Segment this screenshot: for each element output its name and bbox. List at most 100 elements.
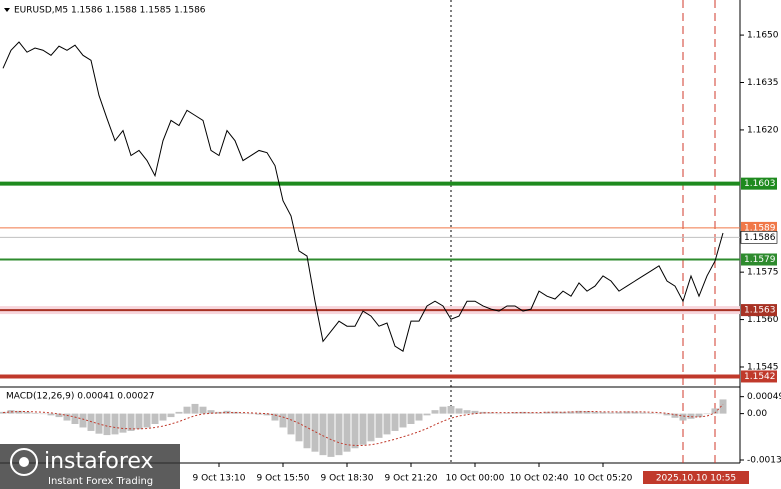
level-label: 1.1579 <box>744 255 776 265</box>
macd-bar <box>263 413 271 416</box>
level-tag <box>741 177 777 190</box>
macd-bar <box>103 413 111 436</box>
macd-bar <box>415 413 423 421</box>
level-tag <box>740 231 778 244</box>
logo <box>19 457 29 467</box>
macd-bar <box>359 413 367 445</box>
macd-bar <box>679 413 687 421</box>
macd-bar <box>471 410 479 414</box>
signal-line <box>2 403 724 446</box>
logo <box>10 448 38 476</box>
macd-bar <box>383 413 391 435</box>
macd-bar <box>431 410 439 414</box>
x-tick-label: 9 Oct 13:10 <box>193 474 246 484</box>
macd-bar <box>511 412 519 414</box>
macd-bar <box>623 411 631 414</box>
macd-bar <box>543 411 551 414</box>
y-tick-label: 1.1650 <box>747 31 779 41</box>
macd-bar <box>183 406 191 414</box>
cursor-time-label: 2025.10.10 10:55 <box>656 474 736 484</box>
macd-bar <box>15 410 23 414</box>
macd-bar <box>327 413 335 457</box>
macd-bar <box>231 411 239 414</box>
y-tick-label: 1.1635 <box>747 78 779 88</box>
y-tick-label: 1.1560 <box>747 315 779 325</box>
x-tick-label: 9 Oct 18:30 <box>321 474 374 484</box>
macd-bar <box>39 413 47 415</box>
macd-bar <box>311 413 319 452</box>
x-tick-label: 10 Oct 02:40 <box>510 474 569 484</box>
macd-bar <box>455 408 463 414</box>
macd-bar <box>391 413 399 431</box>
macd-bar <box>583 411 591 414</box>
macd-bar <box>631 411 639 414</box>
macd-bar <box>615 412 623 414</box>
macd-bar <box>271 413 279 421</box>
macd-bar <box>119 413 127 433</box>
macd-bar <box>207 410 215 414</box>
macd-bar <box>559 411 567 414</box>
level-tag <box>741 370 777 383</box>
macd-bar <box>47 413 55 416</box>
level-label: 1.1586 <box>744 233 776 243</box>
macd-bar <box>535 412 543 414</box>
macd-bar <box>519 411 527 414</box>
macd-bar <box>71 413 79 424</box>
y-tick-label: 1.1575 <box>747 268 779 278</box>
macd-bar <box>639 412 647 414</box>
macd-bar <box>135 413 143 430</box>
macd-bar <box>399 413 407 428</box>
macd-bar <box>167 413 175 418</box>
macd-bar <box>151 413 159 424</box>
macd-bar <box>687 413 695 419</box>
macd-bar <box>295 413 303 442</box>
macd-bar <box>479 411 487 414</box>
level-tag <box>741 221 777 234</box>
macd-bar <box>599 412 607 414</box>
y-tick-label: 0.00 <box>747 409 767 419</box>
macd-bar <box>663 413 671 416</box>
x-tick-label: 10 Oct 00:00 <box>446 474 505 484</box>
macd-bar <box>343 413 351 452</box>
macd-bar <box>335 413 343 456</box>
macd-bar <box>191 403 199 414</box>
macd-bar <box>711 408 719 414</box>
watermark-tagline: Instant Forex Trading <box>48 476 153 487</box>
macd-bar <box>175 411 183 414</box>
macd-bar <box>439 406 447 414</box>
macd-bar <box>111 413 119 435</box>
watermark: instaforex Instant Forex Trading <box>0 444 180 489</box>
macd-bar <box>487 412 495 414</box>
level-tag <box>741 253 777 266</box>
macd-bar <box>199 406 207 414</box>
macd-bar <box>655 413 663 415</box>
macd-bar <box>647 412 655 414</box>
macd-bar <box>407 413 415 424</box>
macd-bar <box>495 413 503 415</box>
x-tick-label: 9 Oct 15:50 <box>257 474 310 484</box>
macd-bar <box>255 413 263 415</box>
macd-bar <box>423 413 431 416</box>
macd-bar <box>695 413 703 418</box>
x-tick-label: 10 Oct 05:20 <box>574 474 633 484</box>
macd-bar <box>375 413 383 438</box>
level-label: 1.1589 <box>744 223 776 233</box>
macd-bar <box>279 413 287 428</box>
macd-bar <box>79 413 87 428</box>
macd-bar <box>143 413 151 428</box>
level-label: 1.1603 <box>744 179 776 189</box>
macd-bar <box>303 413 311 449</box>
level-label: 1.1542 <box>744 372 776 382</box>
macd-bar <box>247 413 255 415</box>
macd-bar <box>367 413 375 442</box>
cursor-time-tag <box>643 471 749 484</box>
y-tick-label: 1.1545 <box>747 362 779 372</box>
y-tick-label: 0.00049 <box>747 392 781 402</box>
chart-title: EURUSD,M5 1.1586 1.1588 1.1585 1.1586 <box>14 6 206 16</box>
level-tag <box>741 304 777 317</box>
macd-title: MACD(12,26,9) 0.00041 0.00027 <box>6 392 155 402</box>
watermark-brand: instaforex <box>44 449 154 474</box>
macd-bar <box>31 412 39 414</box>
